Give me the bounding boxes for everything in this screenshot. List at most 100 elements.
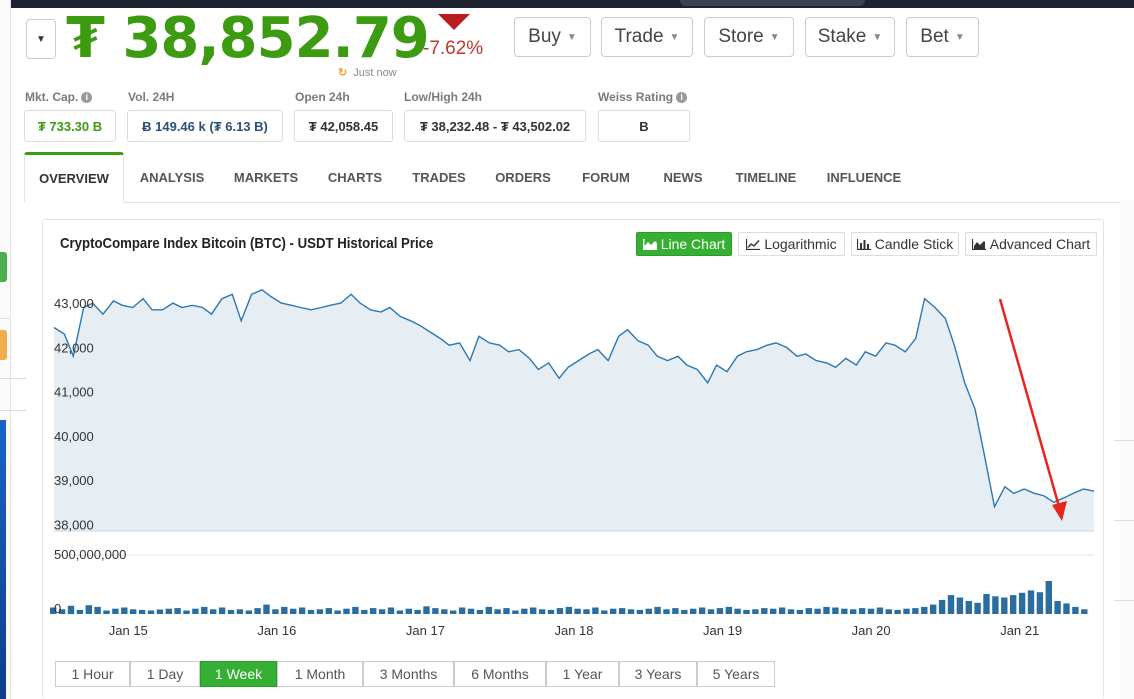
market-cap-label: Mkt. Cap. i bbox=[25, 90, 93, 104]
volume-bar bbox=[476, 609, 484, 614]
volume-bar bbox=[725, 606, 732, 614]
volume-bar bbox=[85, 605, 92, 614]
volume-bar bbox=[654, 606, 661, 614]
volume-bar bbox=[245, 610, 252, 614]
sidebar-blue-panel bbox=[0, 420, 6, 699]
volume-bar bbox=[138, 609, 146, 614]
price-tick-label: 41,000 bbox=[54, 385, 94, 400]
refresh-icon: ↻ bbox=[338, 67, 348, 79]
volume-bar bbox=[218, 607, 226, 614]
volume-bar bbox=[165, 608, 172, 614]
buy-button[interactable]: Buy ▼ bbox=[514, 17, 591, 57]
tab-influence[interactable]: INFLUENCE bbox=[826, 169, 902, 185]
volume-bar bbox=[618, 608, 626, 614]
volume-bar bbox=[690, 608, 697, 614]
volume-bar bbox=[814, 608, 821, 614]
sidebar-orange-button[interactable] bbox=[0, 330, 7, 360]
volume-bar bbox=[912, 608, 919, 614]
divider bbox=[0, 378, 26, 379]
volume-bar bbox=[1036, 592, 1044, 614]
tab-charts[interactable]: CHARTS bbox=[327, 169, 383, 185]
volume-bar bbox=[583, 609, 590, 614]
bet-button-label: Bet bbox=[920, 26, 949, 47]
logarithmic-button[interactable]: Logarithmic bbox=[738, 232, 845, 256]
logarithmic-label: Logarithmic bbox=[764, 236, 837, 252]
volume-bar bbox=[512, 610, 519, 614]
x-tick-label: Jan 17 bbox=[406, 623, 445, 638]
x-tick-label: Jan 21 bbox=[1000, 623, 1039, 638]
range-1-hour-button[interactable]: 1 Hour bbox=[55, 661, 130, 687]
tab-markets[interactable]: MARKETS bbox=[233, 169, 299, 185]
range-1-month-button[interactable]: 1 Month bbox=[277, 661, 363, 687]
volume-bar bbox=[556, 608, 564, 614]
caret-down-icon: ▼ bbox=[769, 31, 780, 43]
volume-bar bbox=[414, 609, 421, 614]
price-tick-label: 42,000 bbox=[54, 340, 94, 355]
top-bar-tab bbox=[680, 0, 865, 6]
tab-trades[interactable]: TRADES bbox=[412, 169, 466, 185]
volume-bar bbox=[770, 608, 777, 614]
volume-bar bbox=[352, 606, 359, 614]
market-cap-value: ₮ 733.30 B bbox=[24, 110, 116, 142]
candle-stick-button[interactable]: Candle Stick bbox=[851, 232, 959, 256]
volume-bar bbox=[263, 604, 270, 614]
volume-bar bbox=[787, 609, 795, 614]
volume-bar bbox=[485, 606, 492, 614]
update-indicator: ↻ Just now bbox=[338, 66, 397, 79]
volume-bar bbox=[1054, 601, 1061, 614]
coin-dropdown-button[interactable]: ▼ bbox=[26, 19, 56, 59]
volume-bar bbox=[325, 608, 332, 614]
range-6-months-button[interactable]: 6 Months bbox=[454, 661, 546, 687]
bet-button[interactable]: Bet ▼ bbox=[906, 17, 979, 57]
open-24h-value: ₮ 42,058.45 bbox=[294, 110, 393, 142]
tab-overview[interactable]: OVERVIEW bbox=[24, 152, 124, 203]
volume-bar bbox=[627, 609, 635, 614]
sidebar-green-button[interactable] bbox=[0, 252, 7, 282]
volume-bar bbox=[423, 606, 430, 614]
stake-button[interactable]: Stake ▼ bbox=[805, 17, 895, 57]
browser-top-bar bbox=[0, 0, 1134, 8]
volume-bar bbox=[298, 607, 306, 614]
range-5-years-button[interactable]: 5 Years bbox=[697, 661, 775, 687]
tab-orders[interactable]: ORDERS bbox=[495, 169, 551, 185]
volume-bar bbox=[227, 609, 235, 614]
volume-bar bbox=[1027, 590, 1035, 614]
range-3-years-button[interactable]: 3 Years bbox=[619, 661, 697, 687]
volume-bar bbox=[201, 606, 208, 614]
volume-bar bbox=[254, 608, 261, 614]
line-chart-button[interactable]: Line Chart bbox=[636, 232, 732, 256]
volume-bar bbox=[805, 608, 812, 614]
tab-forum[interactable]: FORUM bbox=[582, 169, 630, 185]
weiss-rating-label: Weiss Rating i bbox=[598, 90, 688, 104]
volume-bar bbox=[450, 610, 457, 614]
price-tick-label: 38,000 bbox=[54, 517, 94, 532]
price-tick-label: 40,000 bbox=[54, 429, 94, 444]
info-icon[interactable]: i bbox=[81, 92, 93, 103]
volume-bar bbox=[672, 608, 679, 614]
volume-bar bbox=[192, 608, 199, 614]
trade-button[interactable]: Trade ▼ bbox=[601, 17, 693, 57]
volume-bar bbox=[574, 608, 581, 614]
tab-news[interactable]: NEWS bbox=[663, 169, 703, 185]
volume-bar bbox=[432, 608, 439, 614]
buy-button-label: Buy bbox=[528, 26, 561, 47]
advanced-chart-button[interactable]: Advanced Chart bbox=[965, 232, 1097, 256]
range-3-months-button[interactable]: 3 Months bbox=[363, 661, 454, 687]
info-icon[interactable]: i bbox=[676, 92, 688, 103]
range-1-week-button[interactable]: 1 Week bbox=[200, 661, 277, 687]
volume-bar bbox=[521, 608, 528, 614]
store-button[interactable]: Store ▼ bbox=[704, 17, 794, 57]
x-tick-label: Jan 15 bbox=[109, 623, 148, 638]
range-1-day-button[interactable]: 1 Day bbox=[130, 661, 200, 687]
volume-bar bbox=[636, 609, 644, 614]
range-1-year-button[interactable]: 1 Year bbox=[546, 661, 619, 687]
volume-bar bbox=[547, 609, 555, 614]
update-time: Just now bbox=[353, 67, 397, 79]
volume-bar bbox=[103, 610, 110, 614]
volume-bar bbox=[121, 607, 128, 614]
volume-bar bbox=[894, 609, 901, 614]
volume-bar bbox=[76, 609, 84, 614]
tab-analysis[interactable]: ANALYSIS bbox=[139, 169, 205, 185]
tab-timeline[interactable]: TIMELINE bbox=[735, 169, 797, 185]
